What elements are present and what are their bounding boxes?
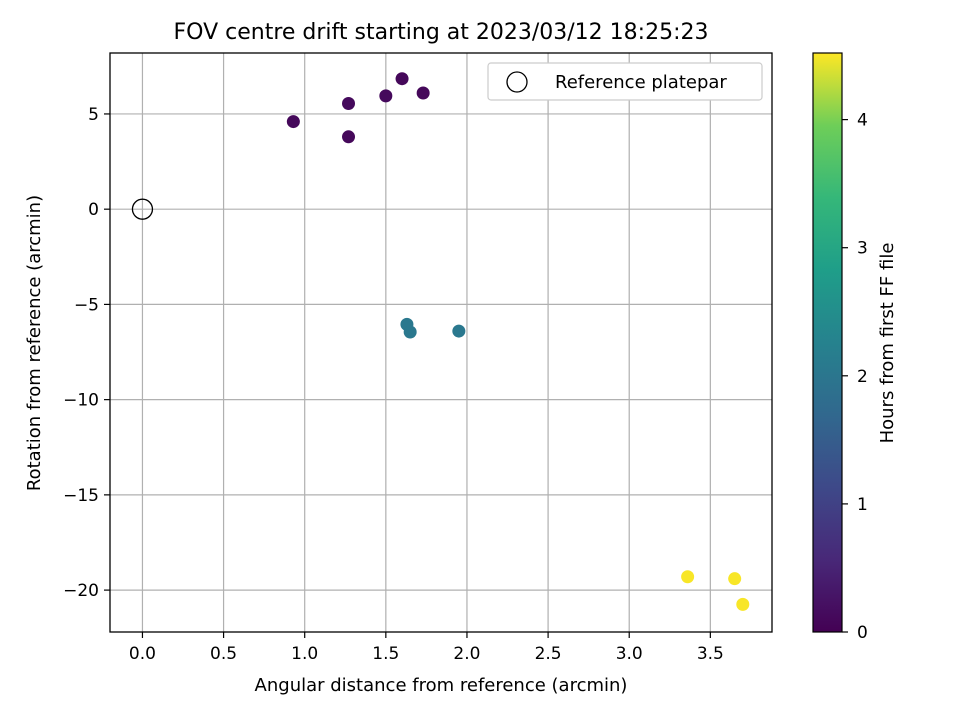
legend-label-reference: Reference platepar bbox=[555, 72, 727, 93]
colorbar-tick-label: 0 bbox=[857, 623, 868, 643]
data-point bbox=[736, 597, 750, 611]
x-axis-label: Angular distance from reference (arcmin) bbox=[255, 675, 628, 696]
y-tick-label: 5 bbox=[88, 105, 99, 125]
colorbar-tick-label: 1 bbox=[857, 495, 868, 515]
x-tick-label: 0.0 bbox=[129, 644, 156, 664]
x-tick-label: 3.0 bbox=[616, 644, 643, 664]
data-point bbox=[286, 115, 300, 129]
y-axis-label: Rotation from reference (arcmin) bbox=[24, 195, 45, 491]
x-tick-label: 3.5 bbox=[697, 644, 724, 664]
data-point bbox=[728, 572, 742, 586]
y-tick-label: −20 bbox=[63, 581, 99, 601]
data-point bbox=[416, 86, 430, 100]
data-point bbox=[403, 325, 417, 339]
y-tick-label: −5 bbox=[74, 295, 99, 315]
y-tick-label: 0 bbox=[88, 200, 99, 220]
colorbar-tick-label: 2 bbox=[857, 367, 868, 387]
data-point bbox=[395, 72, 409, 86]
x-tick-label: 2.0 bbox=[453, 644, 480, 664]
x-tick-label: 2.5 bbox=[535, 644, 562, 664]
y-tick-label: −10 bbox=[63, 391, 99, 411]
legend-box bbox=[487, 62, 763, 101]
colorbar-gradient bbox=[812, 52, 843, 633]
colorbar-label: Hours from first FF file bbox=[877, 243, 898, 444]
legend-marker-reference bbox=[506, 71, 528, 93]
data-point bbox=[452, 324, 466, 338]
colorbar-tick-label: 4 bbox=[857, 111, 868, 131]
data-points bbox=[131, 72, 750, 611]
grid-lines bbox=[110, 53, 772, 632]
data-point bbox=[379, 89, 393, 103]
x-tick-label: 1.5 bbox=[372, 644, 399, 664]
colorbar: 0 1 2 3 4 Hours from first FF file bbox=[812, 52, 898, 643]
plot-frame bbox=[109, 52, 773, 633]
colorbar-tick-label: 3 bbox=[857, 239, 868, 259]
chart-title: FOV centre drift starting at 2023/03/12 … bbox=[174, 20, 709, 45]
data-point bbox=[342, 130, 356, 144]
y-axis-ticks: 5 0 −5 −10 −15 −20 bbox=[63, 105, 110, 601]
reference-platepar-marker bbox=[131, 198, 154, 220]
colorbar-ticks: 0 1 2 3 4 bbox=[842, 111, 868, 643]
y-tick-label: −15 bbox=[63, 486, 99, 506]
data-point bbox=[342, 96, 356, 110]
x-tick-label: 1.0 bbox=[291, 644, 318, 664]
x-tick-label: 0.5 bbox=[210, 644, 237, 664]
data-point bbox=[681, 570, 695, 584]
legend: Reference platepar bbox=[487, 62, 763, 101]
x-axis-ticks: 0.0 0.5 1.0 1.5 2.0 2.5 3.0 3.5 bbox=[129, 632, 724, 664]
